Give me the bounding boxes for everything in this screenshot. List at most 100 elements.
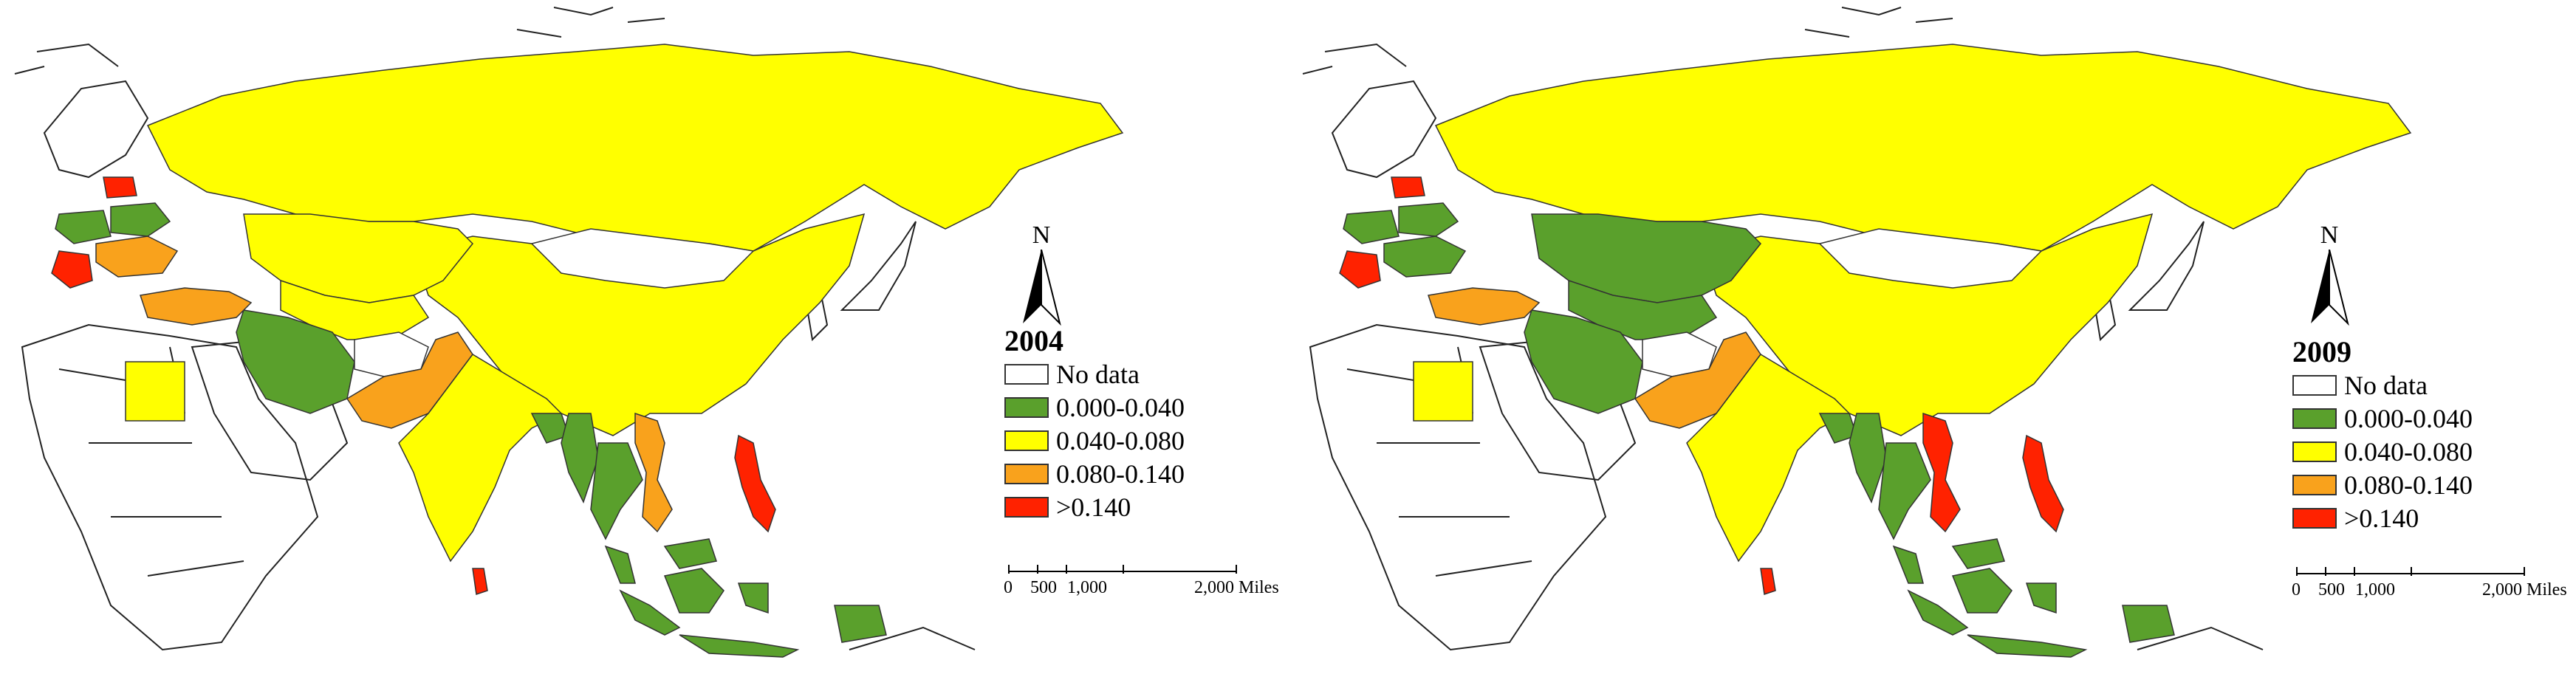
region-thailand — [590, 442, 643, 540]
region-belarus — [1398, 202, 1459, 237]
map-panel-2004: N 2004 No data 0.000-0.040 0.040-0.080 0… — [14, 7, 1279, 658]
region-egypt — [125, 361, 185, 422]
legend-row-3: 0.080-0.140 — [2292, 468, 2576, 501]
region-central-asia — [280, 279, 430, 340]
region-sri-lanka — [472, 568, 488, 595]
region-india — [398, 354, 563, 563]
legend-2009: 2009 No data 0.000-0.040 0.040-0.080 0.0… — [2292, 336, 2576, 535]
region-philippines — [734, 434, 776, 533]
legend-label: No data — [1056, 359, 1140, 389]
scale-tick — [1236, 565, 1237, 574]
region-iran — [236, 309, 355, 414]
country-fills — [1339, 44, 2412, 658]
legend-row-no-data: No data — [1004, 357, 1300, 391]
legend-row-4: >0.140 — [2292, 501, 2576, 535]
region-baltic — [1391, 176, 1425, 199]
legend-swatch-3 — [2292, 474, 2337, 495]
legend-label: >0.140 — [1056, 492, 1131, 522]
legend-swatch-2 — [2292, 441, 2337, 462]
region-indonesia — [619, 568, 887, 658]
region-myanmar — [1849, 413, 1887, 504]
region-poland — [1343, 210, 1400, 244]
legend-swatch-1 — [1004, 396, 1049, 418]
legend-label: 0.040-0.080 — [2344, 436, 2473, 467]
region-philippines — [2022, 434, 2064, 533]
region-scandinavia — [43, 80, 149, 179]
region-balkans — [1339, 250, 1381, 289]
scale-tick — [2411, 567, 2412, 576]
region-central-asia — [1568, 279, 1718, 340]
map-panel-2009: N 2009 No data 0.000-0.040 0.040-0.080 0… — [1288, 0, 2576, 677]
scale-label: 500 — [1030, 578, 1057, 597]
region-africa — [1309, 323, 1607, 651]
legend-swatch-2 — [1004, 430, 1049, 451]
region-sri-lanka — [1760, 568, 1776, 595]
scale-label: 1,000 — [2355, 580, 2395, 599]
legend-year: 2004 — [1004, 324, 1063, 357]
scale-label: 2,000 Miles — [1194, 578, 1279, 597]
choropleth-map-2009 — [1302, 7, 2412, 658]
north-label: N — [1032, 221, 1051, 249]
legend-swatch-4 — [1004, 496, 1049, 518]
region-egypt — [1413, 361, 1473, 422]
legend-label: 0.000-0.040 — [2344, 403, 2473, 433]
north-label: N — [2320, 221, 2339, 249]
legend-row-2: 0.040-0.080 — [1004, 424, 1300, 457]
region-india — [1686, 354, 1851, 563]
north-arrow-icon — [1023, 250, 1061, 326]
region-iran — [1524, 309, 1643, 414]
scale-tick — [1008, 565, 1010, 574]
legend-row-3: 0.080-0.140 — [1004, 457, 1300, 490]
scale-tick — [2524, 567, 2525, 576]
region-japan — [2128, 221, 2205, 311]
scale-tick — [2325, 567, 2326, 576]
region-vietnam — [634, 412, 673, 533]
region-turkey — [1428, 287, 1541, 326]
scale-tick — [2296, 567, 2298, 576]
legend-label: 0.000-0.040 — [1056, 392, 1185, 422]
legend-label: 0.040-0.080 — [1056, 425, 1185, 456]
region-belarus — [110, 202, 171, 237]
legend-year: 2009 — [2292, 335, 2351, 368]
choropleth-map-2004 — [14, 7, 1124, 658]
scale-label: 500 — [2318, 580, 2345, 599]
legend-row-4: >0.140 — [1004, 490, 1300, 523]
north-arrow-icon — [2311, 250, 2349, 326]
scale-tick — [1037, 565, 1038, 574]
region-turkey — [140, 287, 253, 326]
legend-label: 0.080-0.140 — [1056, 458, 1185, 489]
country-fills — [51, 44, 1124, 658]
legend-label: 0.080-0.140 — [2344, 470, 2473, 500]
region-japan — [840, 221, 917, 311]
legend-swatch-3 — [1004, 463, 1049, 484]
legend-row-1: 0.000-0.040 — [1004, 391, 1300, 424]
region-vietnam — [1922, 412, 1961, 533]
legend-swatch-4 — [2292, 507, 2337, 529]
legend-swatch-no-data — [1004, 363, 1049, 385]
region-balkans — [51, 250, 93, 289]
scale-label: 0 — [2292, 580, 2301, 599]
scale-tick — [2354, 567, 2355, 576]
north-arrow: N — [1015, 221, 1067, 326]
region-malaysia — [1892, 538, 2005, 584]
region-ukraine — [95, 236, 179, 278]
country-borders — [1302, 7, 2264, 651]
scale-tick — [1123, 565, 1124, 574]
legend-swatch-no-data — [2292, 374, 2337, 396]
region-ukraine — [1383, 236, 1467, 278]
region-malaysia — [604, 538, 717, 584]
region-indonesia — [1907, 568, 2175, 658]
region-myanmar — [561, 413, 599, 504]
scale-bar-2009: 0 500 1,000 2,000 Miles — [2292, 567, 2576, 611]
scale-tick — [1066, 565, 1067, 574]
legend-label: No data — [2344, 370, 2428, 400]
region-thailand — [1878, 442, 1931, 540]
region-africa — [21, 323, 319, 651]
legend-row-2: 0.040-0.080 — [2292, 435, 2576, 468]
scale-label: 2,000 Miles — [2482, 580, 2567, 599]
scale-label: 0 — [1004, 578, 1013, 597]
legend-row-no-data: No data — [2292, 368, 2576, 402]
scale-label: 1,000 — [1067, 578, 1107, 597]
region-baltic — [103, 176, 137, 199]
region-poland — [55, 210, 112, 244]
